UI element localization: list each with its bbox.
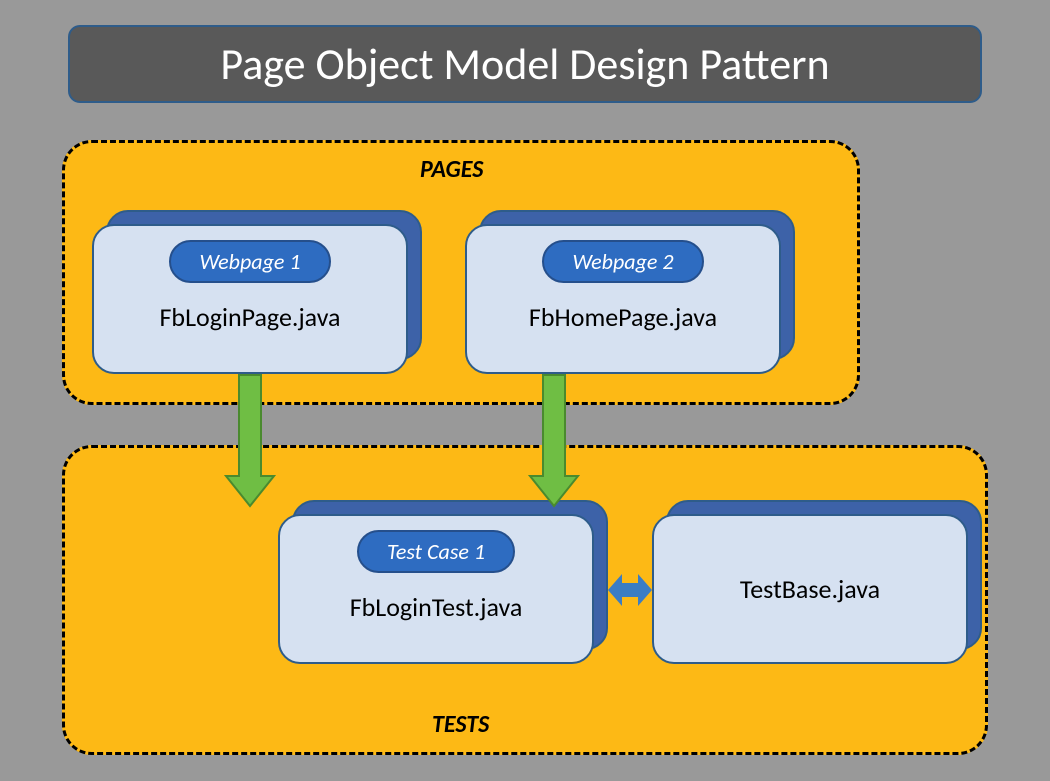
webpage2-card: Webpage 2 FbHomePage.java bbox=[465, 210, 795, 374]
testcase1-text: FbLoginTest.java bbox=[350, 591, 523, 623]
webpage1-text: FbLoginPage.java bbox=[159, 301, 340, 333]
testbase-card: TestBase.java bbox=[652, 500, 982, 664]
card-body: Test Case 1 FbLoginTest.java bbox=[278, 514, 594, 664]
tests-section-label: TESTS bbox=[432, 710, 489, 739]
pages-section-label: PAGES bbox=[420, 155, 483, 184]
testcase1-pill: Test Case 1 bbox=[357, 530, 515, 573]
card-body: TestBase.java bbox=[652, 514, 968, 664]
title-text: Page Object Model Design Pattern bbox=[220, 37, 829, 91]
webpage2-text: FbHomePage.java bbox=[529, 301, 717, 333]
testcase1-card: Test Case 1 FbLoginTest.java bbox=[278, 500, 608, 664]
card-body: Webpage 1 FbLoginPage.java bbox=[92, 224, 408, 374]
card-body: Webpage 2 FbHomePage.java bbox=[465, 224, 781, 374]
testbase-text: TestBase.java bbox=[740, 573, 880, 605]
webpage1-card: Webpage 1 FbLoginPage.java bbox=[92, 210, 422, 374]
webpage2-pill: Webpage 2 bbox=[542, 240, 703, 283]
webpage1-pill: Webpage 1 bbox=[169, 240, 330, 283]
page-title: Page Object Model Design Pattern bbox=[68, 25, 982, 103]
